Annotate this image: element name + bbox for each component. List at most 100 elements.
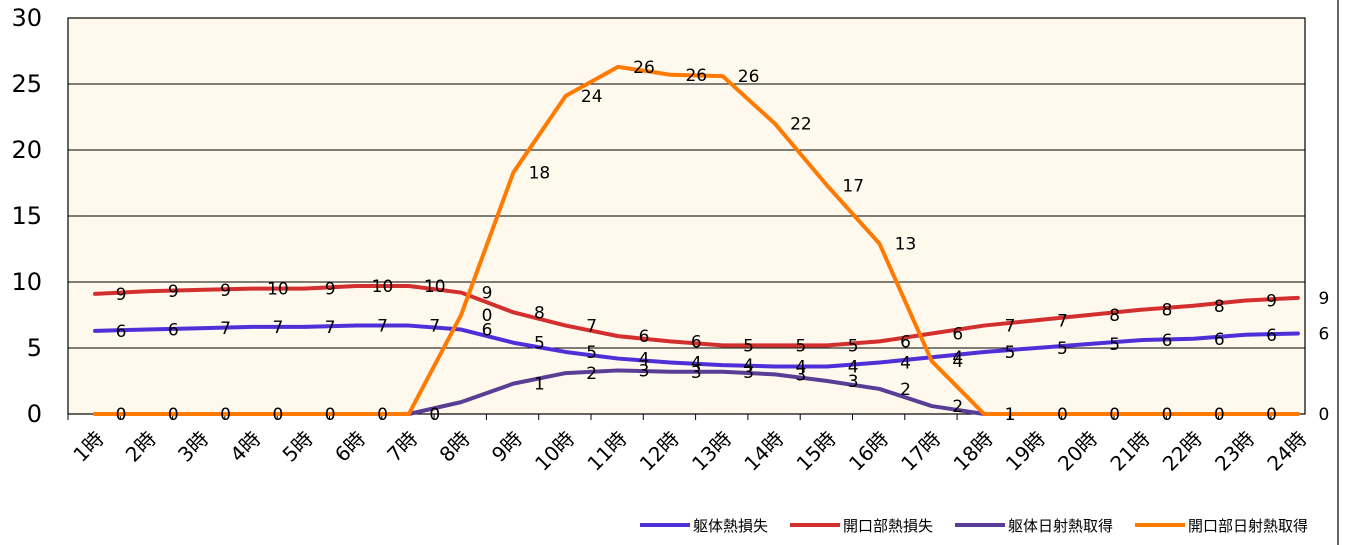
data-label: 9 — [168, 282, 179, 302]
data-label: 0 — [1318, 405, 1329, 425]
data-label: 5 — [743, 336, 754, 356]
data-label: 4 — [900, 354, 911, 374]
data-label: 6 — [691, 332, 702, 352]
data-label: 0 — [1057, 405, 1068, 425]
data-label: 3 — [795, 365, 806, 385]
data-label: 10 — [424, 277, 446, 297]
x-tick-label: 15時 — [792, 427, 841, 476]
data-label: 6 — [168, 321, 179, 341]
data-label: 5 — [795, 336, 806, 356]
x-tick-label: 18時 — [949, 427, 998, 476]
data-label: 22 — [790, 115, 812, 135]
data-label: 0 — [377, 405, 388, 425]
data-label: 4 — [743, 356, 754, 376]
data-label: 9 — [220, 281, 231, 301]
x-tick-label: 14時 — [739, 427, 788, 476]
data-label: 8 — [1109, 306, 1120, 326]
series-line-1 — [93, 323, 1300, 369]
x-tick-label: 19時 — [1001, 427, 1050, 476]
data-label: 2 — [586, 364, 597, 384]
legend-label-3: 躯体日射熱取得 — [1008, 517, 1113, 535]
data-label: 5 — [1057, 339, 1068, 359]
data-label: 6 — [1318, 324, 1329, 344]
data-label: 3 — [848, 372, 859, 392]
data-label: 0 — [1214, 405, 1225, 425]
data-label: 4 — [795, 357, 806, 377]
x-tick-label: 13時 — [687, 427, 736, 476]
data-label: 6 — [482, 321, 493, 341]
x-tick-label: 24時 — [1262, 427, 1311, 476]
data-label: 9 — [482, 284, 493, 304]
x-tick-label: 12時 — [635, 427, 684, 476]
plot-area — [67, 0, 1339, 545]
data-label: 0 — [1162, 405, 1173, 425]
data-label: 7 — [325, 318, 336, 338]
x-axis: 1時 2時 3時 4時 5時 6時 7時 8時 9時 10時 11時 12時 13時 14時 15時 16時 1… — [68, 427, 1311, 476]
data-label: 18 — [529, 163, 551, 183]
series-line-2 — [93, 283, 1300, 348]
series-line-4 — [93, 64, 1300, 416]
data-label: 8 — [1214, 297, 1225, 317]
x-tick-label: 16時 — [844, 427, 893, 476]
data-label: 7 — [586, 317, 597, 337]
data-label: 4 — [691, 354, 702, 374]
data-label: 5 — [534, 334, 545, 354]
data-label: 4 — [848, 357, 859, 377]
data-label: 2 — [952, 397, 963, 417]
data-label: 0 — [482, 306, 493, 326]
x-tick-label: 17時 — [896, 427, 945, 476]
data-label: 0 — [168, 405, 179, 425]
x-tick-label: 22時 — [1158, 427, 1207, 476]
data-label: 5 — [586, 343, 597, 363]
x-tick-label: 5時 — [278, 427, 318, 467]
legend: 躯体熱損失 開口部熱損失 躯体日射熱取得 開口部日射熱取得 — [640, 517, 1308, 535]
data-label: 6 — [116, 322, 127, 342]
data-label: 9 — [1266, 291, 1277, 311]
y-tick-label: 0 — [27, 400, 42, 428]
data-label: 2 — [900, 380, 911, 400]
data-label: 24 — [581, 87, 603, 107]
data-label: 9 — [1318, 289, 1329, 309]
data-label: 1 — [1005, 405, 1016, 425]
data-label: 0 — [325, 405, 336, 425]
data-label: 26 — [685, 66, 707, 86]
data-label: 13 — [895, 235, 917, 255]
data-label: 4 — [639, 350, 650, 370]
data-label: 5 — [1005, 343, 1016, 363]
data-label: 10 — [267, 280, 289, 300]
data-label: 3 — [691, 363, 702, 383]
x-tick-label: 3時 — [173, 427, 213, 467]
x-tick-label: 9時 — [487, 427, 527, 467]
data-label: 7 — [429, 317, 440, 337]
data-label: 0 — [116, 405, 127, 425]
y-tick-label: 5 — [27, 334, 42, 362]
data-label: 7 — [272, 318, 283, 338]
y-axis: 0 5 10 15 20 25 30 — [11, 4, 42, 428]
data-label: 8 — [534, 303, 545, 323]
y-tick-label: 30 — [11, 4, 42, 32]
data-label: 6 — [1266, 326, 1277, 346]
data-label: 4 — [952, 348, 963, 368]
x-tick-label: 4時 — [225, 427, 265, 467]
data-label: 7 — [220, 319, 231, 339]
y-tick-label: 10 — [11, 268, 42, 296]
data-label: 1 — [534, 375, 545, 395]
data-label: 6 — [639, 327, 650, 347]
legend-label-2: 開口部熱損失 — [843, 517, 933, 535]
legend-label-4: 開口部日射熱取得 — [1188, 517, 1308, 535]
x-tick-label: 1時 — [68, 427, 108, 467]
data-label: 26 — [633, 58, 655, 78]
y-tick-label: 15 — [11, 202, 42, 230]
data-label: 0 — [1266, 405, 1277, 425]
data-label: 7 — [1005, 317, 1016, 337]
data-label: 7 — [1057, 311, 1068, 331]
data-label: 8 — [1162, 301, 1173, 321]
x-tick-label: 10時 — [530, 427, 579, 476]
data-label: 6 — [900, 332, 911, 352]
data-label: 9 — [116, 285, 127, 305]
data-label: 0 — [1109, 405, 1120, 425]
data-label: 6 — [952, 324, 963, 344]
x-tick-label: 8時 — [435, 427, 475, 467]
